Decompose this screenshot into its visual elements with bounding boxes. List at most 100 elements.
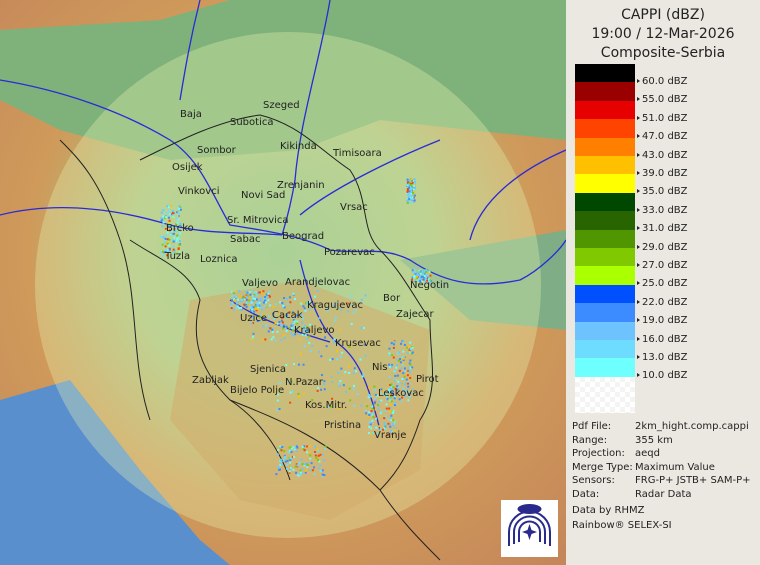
city-label: Arandjelovac	[285, 277, 350, 288]
echo-pixel	[368, 386, 371, 389]
echo-pixel	[410, 192, 413, 195]
echo-pixel	[389, 395, 392, 398]
credit: Data by RHMZ	[572, 504, 645, 516]
echo-pixel	[371, 432, 374, 435]
echo-pixel	[160, 219, 163, 222]
echo-pixel	[421, 273, 424, 276]
echo-pixel	[403, 344, 406, 347]
echo-pixel	[316, 389, 319, 392]
echo-pixel	[302, 305, 305, 308]
echo-pixel	[409, 376, 412, 379]
echo-pixel	[376, 394, 379, 397]
echo-pixel	[249, 293, 252, 296]
echo-pixel	[407, 366, 410, 369]
city-label: Vranje	[374, 430, 406, 441]
echo-pixel	[298, 332, 301, 335]
echo-pixel	[257, 291, 260, 294]
echo-pixel	[166, 231, 169, 234]
echo-pixel	[408, 382, 411, 385]
echo-pixel	[288, 471, 291, 474]
echo-pixel	[169, 233, 172, 236]
echo-pixel	[394, 369, 397, 372]
echo-pixel	[252, 297, 255, 300]
legend-swatch	[575, 137, 635, 156]
echo-pixel	[284, 327, 287, 330]
echo-pixel	[416, 277, 419, 280]
echo-pixel	[367, 432, 370, 435]
echo-pixel	[172, 245, 175, 248]
echo-pixel	[178, 229, 181, 232]
echo-pixel	[296, 314, 299, 317]
echo-pixel	[289, 457, 292, 460]
radar-map[interactable]: Baja Szeged Subotica Sombor Kikinda Timi…	[0, 0, 566, 565]
echo-pixel	[408, 183, 411, 186]
echo-pixel	[308, 341, 311, 344]
echo-pixel	[408, 198, 411, 201]
echo-pixel	[301, 321, 304, 324]
echo-pixel	[164, 227, 167, 230]
echo-pixel	[251, 306, 254, 309]
echo-pixel	[418, 276, 421, 279]
echo-pixel	[283, 450, 286, 453]
echo-pixel	[299, 338, 302, 341]
echo-pixel	[258, 291, 261, 294]
echo-pixel	[352, 311, 355, 314]
echo-pixel	[272, 336, 275, 339]
echo-pixel	[308, 335, 311, 338]
echo-pixel	[281, 304, 284, 307]
echo-pixel	[411, 197, 414, 200]
echo-pixel	[384, 423, 387, 426]
city-label: Novi Sad	[241, 190, 285, 201]
legend-swatch	[575, 303, 635, 322]
echo-pixel	[380, 388, 383, 391]
echo-pixel	[309, 457, 312, 460]
echo-pixel	[336, 358, 339, 361]
echo-pixel	[418, 275, 421, 278]
legend-label: 39.0 dBZ	[637, 168, 688, 179]
echo-pixel	[237, 302, 240, 305]
echo-pixel	[403, 375, 406, 378]
echo-pixel	[254, 291, 257, 294]
echo-pixel	[389, 416, 392, 419]
echo-pixel	[314, 305, 317, 308]
echo-pixel	[400, 399, 403, 402]
echo-pixel	[292, 326, 295, 329]
echo-pixel	[231, 299, 234, 302]
echo-pixel	[275, 473, 278, 476]
echo-pixel	[409, 367, 412, 370]
echo-pixel	[365, 412, 368, 415]
echo-pixel	[276, 409, 279, 412]
echo-pixel	[417, 275, 420, 278]
echo-pixel	[404, 390, 407, 393]
radar-echoes	[160, 178, 432, 477]
city-label: Osijek	[172, 162, 203, 173]
legend-label: 47.0 dBZ	[637, 131, 688, 142]
echo-pixel	[178, 207, 181, 210]
echo-pixel	[245, 295, 248, 298]
echo-pixel	[278, 301, 281, 304]
echo-pixel	[308, 300, 311, 303]
echo-pixel	[374, 408, 377, 411]
echo-pixel	[396, 358, 399, 361]
echo-pixel	[319, 464, 322, 467]
echo-pixel	[406, 374, 409, 377]
legend-label: 33.0 dBZ	[637, 205, 688, 216]
echo-pixel	[404, 395, 407, 398]
echo-pixel	[333, 338, 336, 341]
echo-pixel	[302, 392, 305, 395]
echo-pixel	[295, 450, 298, 453]
echo-pixel	[423, 275, 426, 278]
echo-pixel	[250, 322, 253, 325]
echo-pixel	[410, 278, 413, 281]
echo-pixel	[307, 303, 310, 306]
echo-pixel	[344, 371, 347, 374]
echo-pixel	[251, 308, 254, 311]
echo-pixel	[283, 297, 286, 300]
echo-pixel	[385, 407, 388, 410]
echo-pixel	[392, 424, 395, 427]
echo-pixel	[263, 293, 266, 296]
echo-pixel	[421, 275, 424, 278]
echo-pixel	[408, 201, 411, 204]
echo-pixel	[259, 314, 262, 317]
echo-pixel	[293, 446, 296, 449]
